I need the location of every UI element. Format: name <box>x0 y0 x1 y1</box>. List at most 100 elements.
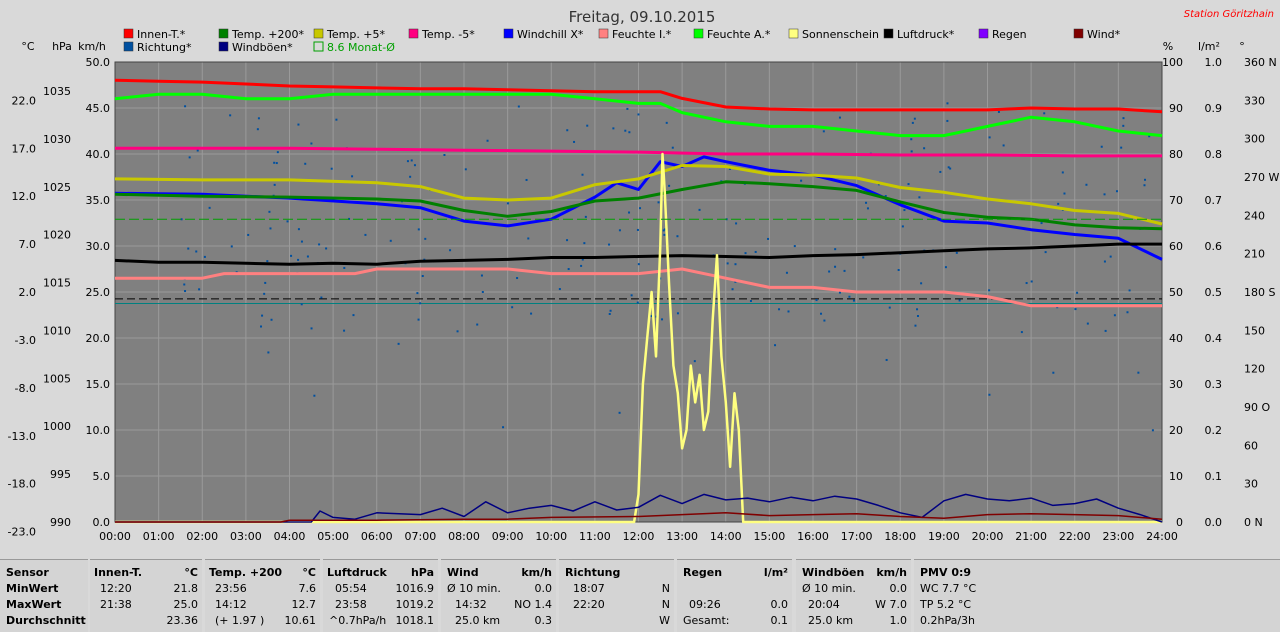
stats-richtung-avg-value: W <box>659 614 670 627</box>
legend-label: Windchill X* <box>517 28 584 41</box>
celsius-tick-label: 22.0 <box>12 94 37 107</box>
direction-point <box>268 210 271 213</box>
direction-point <box>184 290 187 293</box>
direction-point <box>300 240 303 243</box>
direction-point <box>406 160 409 163</box>
direction-point <box>456 330 459 333</box>
time-tick-label: 11:00 <box>579 530 611 543</box>
direction-point <box>313 394 316 397</box>
stats-pmv-dewpoint: TP 5.2 °C <box>920 598 972 611</box>
stats-wind-min-value: 0.0 <box>534 582 553 595</box>
time-tick-label: 08:00 <box>448 530 480 543</box>
series-line-9 <box>115 493 1163 523</box>
direction-point <box>1122 124 1125 127</box>
direction-point <box>229 114 232 117</box>
stats-sensor-col: Sensor MinWert MaxWert Durchschnitt <box>0 559 88 632</box>
direction-point <box>486 139 489 142</box>
series-line-0 <box>114 78 1163 114</box>
rain-tick-label: 0.6 <box>1205 240 1223 253</box>
legend-swatch <box>218 41 229 52</box>
stats-wind-unit: km/h <box>521 566 552 579</box>
direction-point <box>946 102 949 105</box>
stats-innen-avg-value: 23.36 <box>166 614 199 627</box>
legend-swatch <box>788 28 799 39</box>
rain-tick-label: 0.3 <box>1205 378 1223 391</box>
stats-richtung-min-value: N <box>661 582 670 595</box>
time-tick-label: 01:00 <box>143 530 175 543</box>
kmh-tick-label: 40.0 <box>86 148 111 161</box>
rain-tick-label: 0.5 <box>1205 286 1223 299</box>
direction-tick-label: 0 N <box>1244 516 1263 529</box>
legend-swatch <box>978 28 989 39</box>
direction-point <box>639 207 642 210</box>
direction-point <box>1113 314 1116 317</box>
legend-label: Wind* <box>1087 28 1121 41</box>
direction-point <box>586 124 589 127</box>
time-tick-label: 13:00 <box>666 530 698 543</box>
direction-point <box>637 113 640 116</box>
stats-avg-label: Durchschnitt <box>6 614 86 627</box>
stats-luftdruck-max-value: 1019.2 <box>395 598 435 611</box>
kmh-tick-label: 0.0 <box>93 516 111 529</box>
direction-point <box>423 258 426 261</box>
right-unit-label: % <box>1163 40 1173 53</box>
hpa-tick-label: 1000 <box>43 420 71 433</box>
direction-point <box>662 229 665 232</box>
stats-innen-col: Innen-T. °C 12:20 21.8 21:38 25.0 23.36 <box>90 559 202 632</box>
direction-point <box>352 314 355 317</box>
direction-point <box>480 274 483 277</box>
direction-point <box>1044 251 1047 254</box>
legend-label: Temp. +5* <box>326 28 386 41</box>
right-unit-label: ° <box>1239 40 1245 53</box>
direction-point <box>838 116 841 119</box>
direction-point <box>187 247 190 250</box>
weather-chart: 50.0 45.0 40.0 35.0 30.0 25.0 20.0 15.0 10.0 5.0 0… <box>7 8 1280 543</box>
direction-point <box>1137 371 1140 374</box>
plot-border <box>114 61 1163 523</box>
legend-swatch <box>313 41 324 52</box>
stats-windboeen-head: Windböen <box>802 566 865 579</box>
direction-point <box>862 256 865 259</box>
direction-point <box>1061 171 1064 174</box>
stats-regen-max-time: 09:26 <box>689 598 721 611</box>
direction-point <box>911 121 914 124</box>
direction-point <box>665 121 668 124</box>
direction-point <box>866 207 869 210</box>
direction-point <box>676 235 679 238</box>
direction-point <box>397 342 400 345</box>
direction-point <box>527 237 530 240</box>
direction-tick-label: 240 <box>1244 209 1265 222</box>
direction-tick-label: 120 <box>1244 363 1265 376</box>
stats-pmv-pressure-trend: 0.2hPa/3h <box>920 614 976 627</box>
direction-point <box>1020 331 1023 334</box>
direction-point <box>838 291 841 294</box>
direction-point <box>693 360 696 363</box>
direction-point <box>903 209 906 212</box>
legend-swatch <box>883 28 894 39</box>
stats-temp200-min-time: 23:56 <box>215 582 247 595</box>
series-line-6 <box>114 242 1162 266</box>
legend-label: Richtung* <box>137 41 192 54</box>
celsius-tick-label: -23.0 <box>8 526 36 539</box>
direction-point <box>914 324 917 327</box>
kmh-tick-label: 35.0 <box>86 194 111 207</box>
stats-windboeen-max-time: 20:04 <box>808 598 840 611</box>
stats-wind-max-value: NO 1.4 <box>514 598 552 611</box>
series-line-4 <box>114 164 1163 226</box>
direction-point <box>944 266 947 269</box>
stats-regen-head: Regen <box>683 566 723 579</box>
celsius-tick-label: -3.0 <box>15 334 36 347</box>
direction-point <box>310 327 313 330</box>
direction-point <box>834 265 837 268</box>
direction-point <box>828 270 831 273</box>
percent-tick-label: 100 <box>1162 56 1183 69</box>
kmh-tick-label: 50.0 <box>86 56 111 69</box>
direction-point <box>1104 329 1107 332</box>
direction-point <box>774 344 777 347</box>
direction-point <box>304 162 307 165</box>
time-tick-label: 18:00 <box>884 530 916 543</box>
legend-label: Luftdruck* <box>897 28 955 41</box>
kmh-tick-label: 20.0 <box>86 332 111 345</box>
stats-temp200-avg-value: 10.61 <box>284 614 317 627</box>
